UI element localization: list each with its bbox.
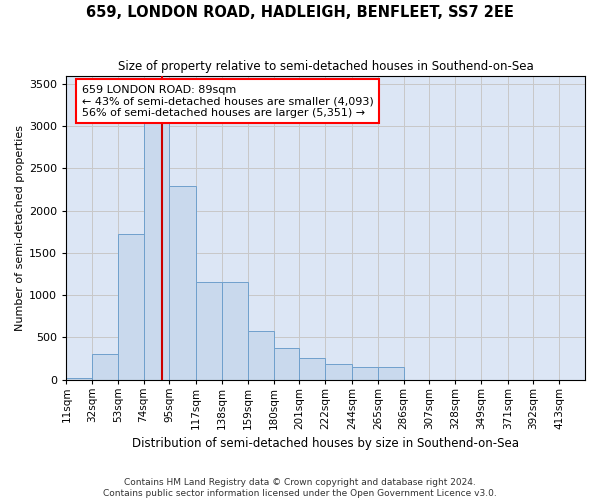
- Bar: [274, 348, 299, 380]
- Bar: [299, 358, 325, 380]
- Bar: [92, 354, 118, 380]
- Bar: [222, 282, 248, 380]
- Y-axis label: Number of semi-detached properties: Number of semi-detached properties: [15, 124, 25, 330]
- Text: Contains HM Land Registry data © Crown copyright and database right 2024.
Contai: Contains HM Land Registry data © Crown c…: [103, 478, 497, 498]
- Text: 659, LONDON ROAD, HADLEIGH, BENFLEET, SS7 2EE: 659, LONDON ROAD, HADLEIGH, BENFLEET, SS…: [86, 5, 514, 20]
- Bar: [118, 234, 143, 380]
- Bar: [325, 364, 352, 380]
- Title: Size of property relative to semi-detached houses in Southend-on-Sea: Size of property relative to semi-detach…: [118, 60, 533, 73]
- Bar: [143, 101, 169, 379]
- Bar: [352, 366, 378, 380]
- X-axis label: Distribution of semi-detached houses by size in Southend-on-Sea: Distribution of semi-detached houses by …: [132, 437, 519, 450]
- Bar: [378, 368, 404, 380]
- Bar: [169, 186, 196, 380]
- Bar: [248, 332, 274, 380]
- Text: 659 LONDON ROAD: 89sqm
← 43% of semi-detached houses are smaller (4,093)
56% of : 659 LONDON ROAD: 89sqm ← 43% of semi-det…: [82, 84, 374, 118]
- Bar: [67, 378, 92, 380]
- Bar: [196, 282, 222, 380]
